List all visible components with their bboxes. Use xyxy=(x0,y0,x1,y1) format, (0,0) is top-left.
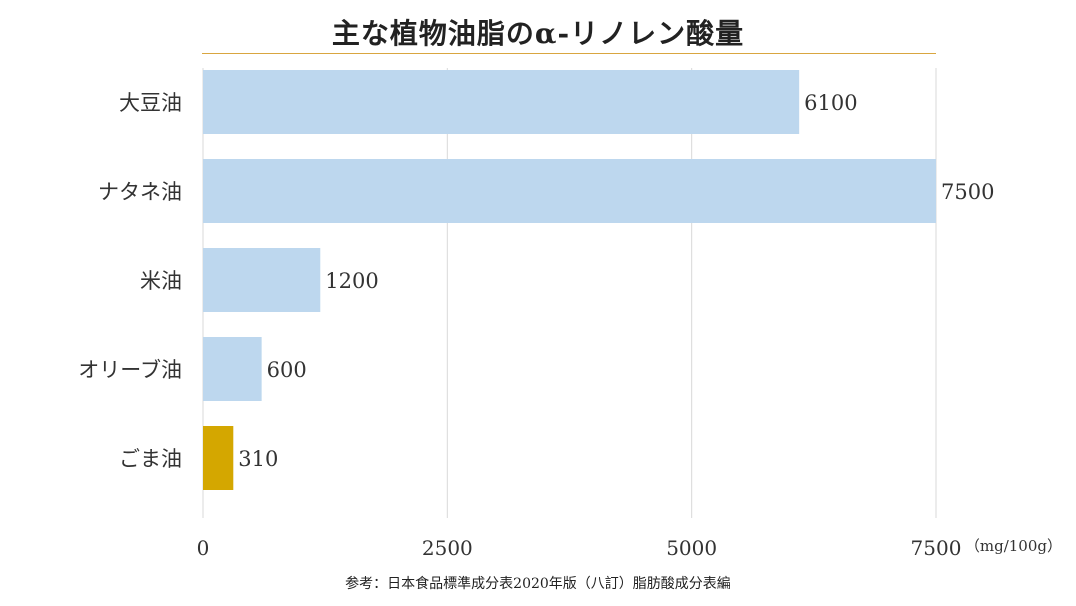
category-label-0: 大豆油 xyxy=(119,91,182,115)
bar-2 xyxy=(203,248,321,312)
data-label-0: 6100 xyxy=(804,91,857,115)
x-tick-label-0: 0 xyxy=(197,536,210,560)
category-label-1: ナタネ油 xyxy=(98,180,182,204)
x-tick-label-3: 7500 xyxy=(911,536,962,560)
category-label-3: オリーブ油 xyxy=(78,358,182,382)
bar-4 xyxy=(203,426,234,490)
bar-0 xyxy=(203,70,800,134)
title-underline xyxy=(202,53,936,54)
data-label-1: 7500 xyxy=(941,180,994,204)
data-label-4: 310 xyxy=(238,447,278,471)
x-tick-label-2: 5000 xyxy=(666,536,717,560)
category-label-2: 米油 xyxy=(140,269,182,293)
bar-1 xyxy=(203,159,936,223)
category-label-4: ごま油 xyxy=(119,447,182,471)
data-label-2: 1200 xyxy=(325,269,378,293)
source-note: 参考：日本食品標準成分表2020年版（八訂）脂肪酸成分表編 xyxy=(345,576,731,592)
unit-label: （mg/100g） xyxy=(965,537,1062,555)
x-tick-label-1: 2500 xyxy=(422,536,473,560)
bar-3 xyxy=(203,337,262,401)
data-label-3: 600 xyxy=(267,358,307,382)
chart-title: 主な植物油脂のα-リノレン酸量 xyxy=(331,17,745,50)
